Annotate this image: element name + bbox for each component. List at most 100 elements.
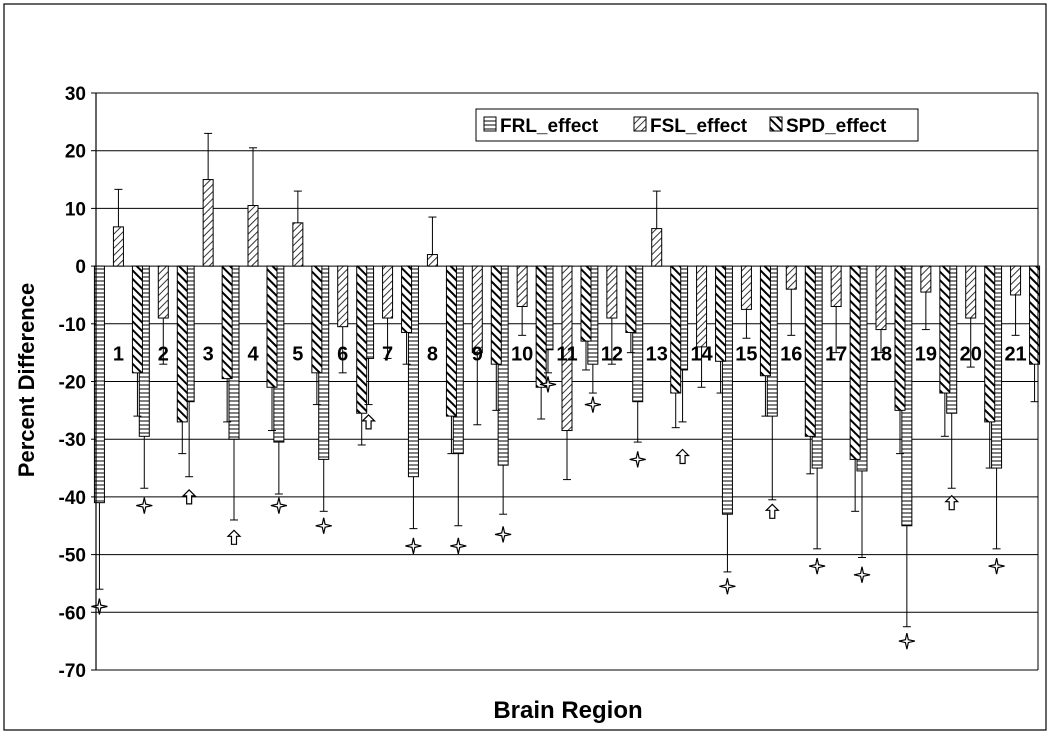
- bar-FSL_effect-13: [651, 228, 663, 267]
- y-tick-label: -70: [59, 661, 86, 682]
- category-label-13: 13: [646, 344, 668, 366]
- bar-SPD_effect-7: [401, 265, 413, 333]
- y-tick-label: 20: [65, 142, 86, 163]
- bar-SPD_effect-19: [939, 265, 951, 394]
- bar-FSL_effect-10: [516, 265, 528, 307]
- legend-swatch-FSL_effect: [633, 116, 647, 132]
- bar-FSL_effect-15: [740, 265, 752, 310]
- y-tick-label: -20: [59, 373, 86, 394]
- bar-FSL_effect-4: [247, 205, 259, 267]
- y-tick-label: -10: [59, 315, 86, 336]
- category-label-10: 10: [511, 344, 533, 366]
- arrow-marker-16: [764, 503, 780, 519]
- bar-FSL_effect-17: [830, 265, 842, 307]
- bar-SPD_effect-8: [445, 265, 457, 417]
- star-marker-8: [405, 537, 422, 555]
- category-label-20: 20: [960, 344, 982, 366]
- bar-SPD_effect-18: [894, 265, 906, 411]
- bar-SPD_effect-4: [266, 265, 278, 388]
- bar-SPD_effect-10: [535, 265, 547, 388]
- star-marker-10: [494, 526, 512, 543]
- legend-label-FSL_effect: FSL_effect: [650, 116, 748, 137]
- arrow-marker-14: [675, 448, 691, 465]
- y-tick-label: 10: [65, 199, 86, 220]
- bar-FSL_effect-8: [426, 254, 438, 267]
- arrow-marker-7: [361, 414, 377, 430]
- category-label-9: 9: [472, 344, 483, 366]
- bar-FSL_effect-18: [875, 265, 887, 331]
- star-marker-12: [584, 396, 602, 413]
- bar-FSL_effect-9: [471, 265, 483, 354]
- bar-SPD_effect-14: [715, 265, 727, 362]
- legend-swatch-SPD_effect: [769, 116, 783, 132]
- bar-SPD_effect-6: [356, 265, 368, 414]
- category-label-1: 1: [113, 344, 124, 366]
- y-tick-label: -50: [59, 546, 86, 567]
- category-label-16: 16: [780, 344, 802, 366]
- arrow-marker-20: [944, 494, 960, 511]
- category-label-3: 3: [203, 344, 214, 366]
- bar-FSL_effect-2: [157, 265, 169, 319]
- category-label-11: 11: [556, 344, 577, 366]
- arrow-marker-4: [226, 529, 242, 545]
- star-marker-21: [988, 557, 1005, 575]
- bar-FSL_effect-16: [785, 265, 797, 290]
- legend-box: [475, 108, 919, 142]
- bar-FSL_effect-14: [696, 265, 708, 348]
- category-label-17: 17: [825, 344, 847, 366]
- bar-SPD_effect-1: [131, 265, 143, 374]
- bar-FSL_effect-21: [1010, 265, 1022, 296]
- star-marker-18: [853, 566, 871, 583]
- category-label-7: 7: [382, 344, 393, 366]
- bar-SPD_effect-20: [984, 265, 996, 423]
- bar-SPD_effect-13: [670, 265, 682, 394]
- bar-SPD_effect-9: [490, 265, 502, 365]
- star-marker-2: [136, 497, 153, 514]
- star-marker-11: [539, 376, 557, 393]
- category-label-4: 4: [247, 344, 259, 366]
- bar-FSL_effect-7: [382, 265, 394, 319]
- bar-FSL_effect-6: [337, 265, 349, 328]
- star-marker-6: [315, 517, 332, 534]
- category-label-21: 21: [1004, 344, 1026, 366]
- y-axis-title: Percent Difference: [14, 283, 39, 477]
- y-tick-label: 0: [75, 257, 86, 278]
- y-tick-label: -30: [59, 430, 86, 451]
- bar-SPD_effect-5: [311, 265, 323, 374]
- bar-SPD_effect-15: [759, 265, 771, 377]
- category-label-2: 2: [158, 344, 169, 366]
- category-label-19: 19: [915, 344, 937, 366]
- bar-FSL_effect-12: [606, 265, 618, 319]
- legend-label-SPD_effect: SPD_effect: [786, 116, 887, 137]
- category-label-8: 8: [427, 344, 438, 366]
- category-label-6: 6: [337, 344, 348, 366]
- y-tick-label: -60: [59, 603, 86, 624]
- category-label-12: 12: [601, 344, 623, 366]
- category-label-18: 18: [870, 344, 892, 366]
- bar-FSL_effect-3: [202, 179, 214, 267]
- bar-SPD_effect-3: [221, 265, 233, 380]
- bar-SPD_effect-11: [580, 265, 592, 342]
- bar-SPD_effect-12: [625, 265, 637, 333]
- bar-FSL_effect-5: [292, 222, 304, 267]
- category-label-14: 14: [690, 344, 713, 366]
- bar-FSL_effect-20: [965, 265, 977, 319]
- category-label-5: 5: [292, 344, 303, 366]
- star-marker-5: [270, 497, 288, 514]
- bar-SPD_effect-16: [804, 265, 816, 437]
- arrow-marker-3: [181, 489, 197, 505]
- legend-label-FRL_effect: FRL_effect: [500, 116, 599, 137]
- star-marker-13: [629, 451, 646, 468]
- legend: FRL_effect FSL_effect SPD_effect: [475, 108, 919, 142]
- bar-FSL_effect-1: [112, 226, 124, 267]
- bar-FSL_effect-19: [920, 265, 932, 293]
- bar-SPD_effect-17: [849, 265, 861, 460]
- y-tick-label: 30: [65, 84, 86, 105]
- legend-swatch-FRL_effect: [483, 116, 497, 132]
- star-marker-9: [450, 537, 467, 555]
- star-marker-15: [719, 578, 736, 595]
- star-marker-19: [898, 632, 916, 650]
- x-axis-title: Brain Region: [493, 697, 642, 724]
